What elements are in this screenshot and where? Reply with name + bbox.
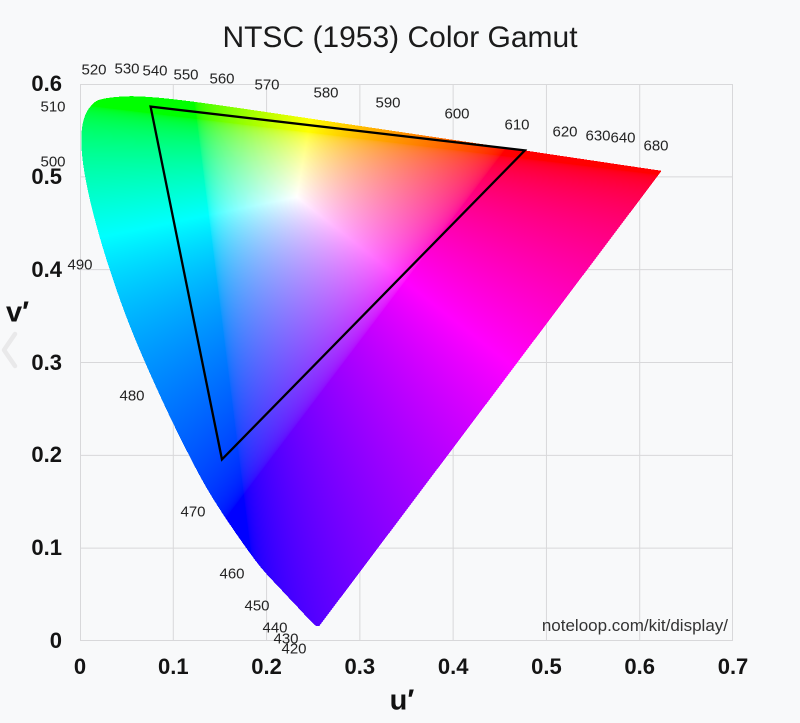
- wavelength-label: 510: [40, 98, 66, 116]
- wavelength-label: 420: [281, 640, 307, 658]
- y-tick-label: 0.6: [31, 71, 62, 96]
- x-tick-label: 0.3: [344, 654, 376, 679]
- x-tick-label: 0: [73, 654, 87, 679]
- watermark-link[interactable]: noteloop.com/kit/display/: [541, 616, 728, 635]
- wavelength-label: 540: [142, 62, 168, 80]
- x-tick-label: 0.6: [624, 654, 655, 679]
- x-axis-title: u′: [389, 684, 415, 717]
- y-tick-label: 0: [49, 628, 62, 653]
- y-tick-label: 0.2: [31, 442, 62, 468]
- wavelength-label: 550: [173, 66, 199, 84]
- x-tick-label: 0.1: [157, 654, 189, 679]
- x-tick-label: 0.2: [251, 654, 282, 679]
- y-tick-label: 0.4: [31, 256, 62, 282]
- wavelength-label: 500: [40, 153, 66, 171]
- x-tick-label: 0.7: [717, 654, 749, 679]
- y-tick-label: 0.1: [31, 535, 62, 561]
- x-tick-label: 0.4: [437, 654, 469, 679]
- y-tick-label: 0.5: [31, 163, 62, 189]
- y-tick-label: 0.3: [31, 349, 62, 375]
- wavelength-label: 530: [114, 60, 140, 78]
- chevron-left-icon[interactable]: [0, 330, 22, 370]
- y-axis-title: v′: [6, 296, 30, 329]
- chromaticity-canvas: [80, 84, 733, 641]
- wavelength-label: 520: [81, 61, 107, 79]
- x-tick-label: 0.5: [531, 654, 562, 679]
- chart-title: NTSC (1953) Color Gamut: [222, 21, 578, 54]
